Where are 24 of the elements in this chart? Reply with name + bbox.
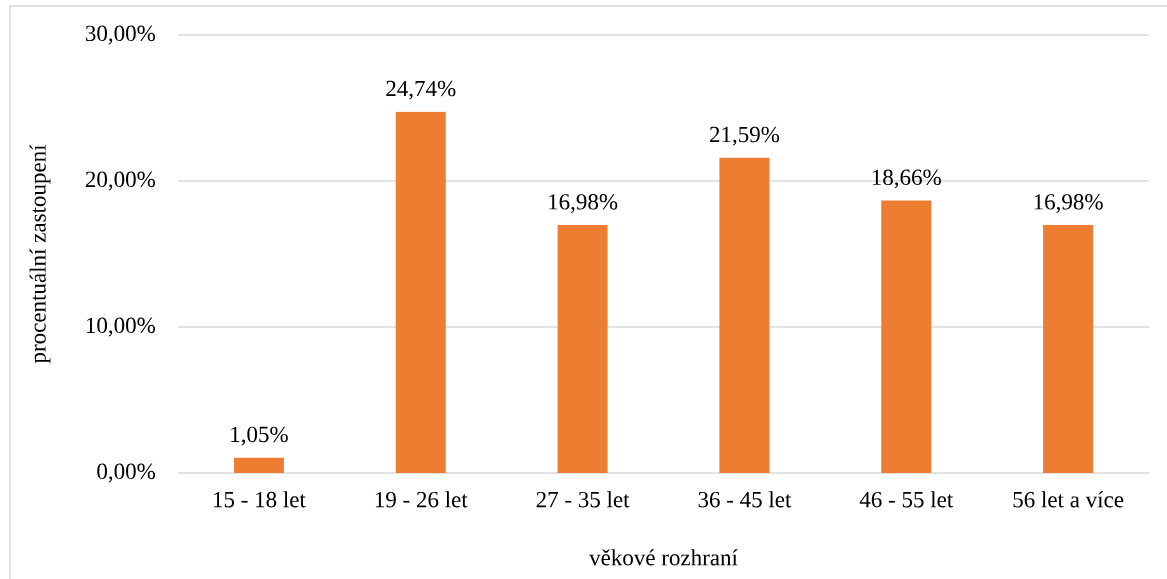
bar (557, 225, 608, 473)
bar (395, 111, 446, 473)
bar (1043, 225, 1094, 473)
x-tick-label: 56 let a více (1013, 491, 1124, 508)
data-label: 24,74% (386, 80, 456, 100)
y-axis-title: procentuální zastoupení (29, 144, 51, 364)
bar (233, 457, 284, 473)
y-tick-label: 0,00% (97, 463, 156, 483)
bar (719, 157, 770, 473)
x-tick-label: 27 - 35 let (536, 491, 630, 508)
y-tick-label: 20,00% (85, 171, 156, 191)
x-tick-label: 15 - 18 let (213, 491, 306, 508)
y-tick-label: 10,00% (86, 317, 156, 337)
x-tick-label: 19 - 26 let (375, 491, 468, 508)
bar (881, 200, 932, 473)
data-label: 16,98% (549, 194, 618, 213)
x-axis-title: věkové rozhraní (589, 549, 738, 566)
data-label: 21,59% (709, 126, 780, 146)
x-tick-label: 36 - 45 let (698, 491, 792, 508)
data-label: 18,66% (872, 169, 941, 189)
y-tick-label: 30,00% (85, 25, 156, 45)
data-label: 1,05% (231, 426, 288, 446)
data-label: 16,98% (1034, 194, 1103, 213)
x-tick-label: 46 - 55 let (859, 491, 954, 508)
